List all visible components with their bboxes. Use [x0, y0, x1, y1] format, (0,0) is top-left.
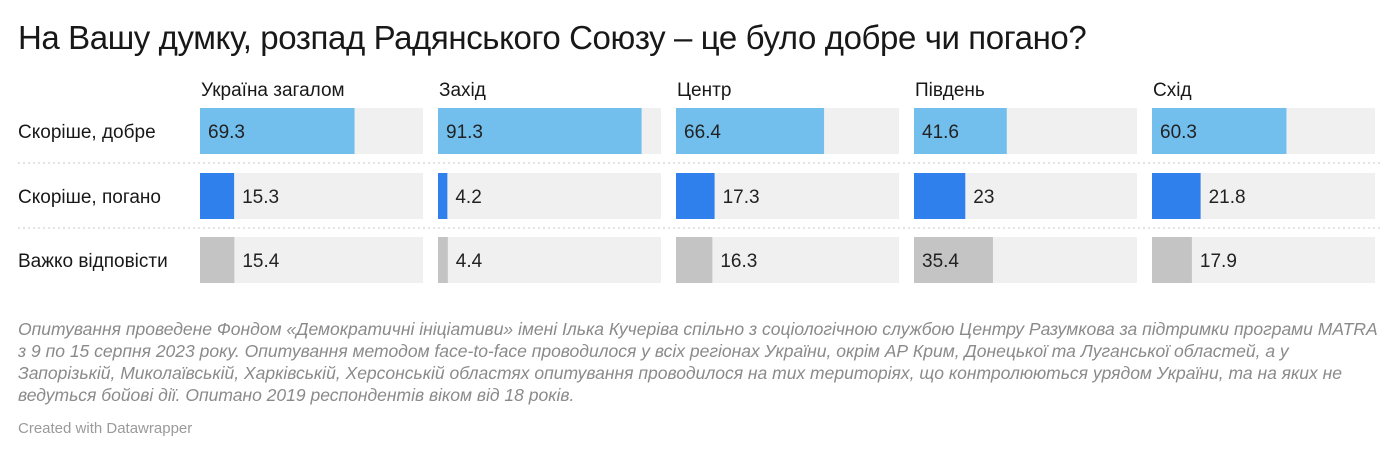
value-label-p4-r1: 41.6 [922, 122, 959, 143]
bar-p4-r1 [914, 108, 1007, 154]
value-label-p5-r2: 21.8 [1209, 187, 1246, 208]
bar-p2-r3 [438, 237, 448, 283]
bar-p5-r2 [1152, 173, 1201, 219]
bar-p5-r1 [1152, 108, 1287, 154]
value-label-p1-r1: 69.3 [208, 122, 245, 143]
bar-p2-r2 [438, 173, 448, 219]
value-label-p5-r1: 60.3 [1160, 122, 1197, 143]
bar-track-p1-r3 [200, 237, 423, 283]
value-label-p4-r2: 23 [973, 187, 994, 208]
bar-p3-r2 [676, 173, 715, 219]
panel-header-3: Центр [677, 80, 731, 101]
value-label-p4-r3: 35.4 [922, 251, 959, 272]
value-label-p2-r2: 4.2 [455, 187, 481, 208]
bar-p5-r3 [1152, 237, 1192, 283]
value-label-p2-r3: 4.4 [456, 251, 483, 272]
row-label-2: Скоріше, погано [18, 187, 161, 208]
bar-track-p1-r2 [200, 173, 423, 219]
bar-track-p2-r2 [438, 173, 661, 219]
credit-link[interactable]: Created with Datawrapper [18, 420, 193, 437]
panel-header-5: Схід [1153, 80, 1192, 101]
bar-p1-r2 [200, 173, 235, 219]
bar-p1-r3 [200, 237, 235, 283]
value-label-p3-r1: 66.4 [684, 122, 721, 143]
value-label-p5-r3: 17.9 [1200, 251, 1237, 272]
bar-p3-r3 [676, 237, 713, 283]
bar-track-p3-r3 [676, 237, 899, 283]
bar-chart: Скоріше, добре Скоріше, погано Важко відпо… [18, 80, 1382, 283]
panel-header-4: Південь [915, 80, 985, 101]
chart-notes: Опитування проведене Фондом «Демократичн… [18, 319, 1378, 405]
bar-p4-r3 [914, 237, 993, 283]
row-label-1: Скоріше, добре [18, 122, 156, 143]
value-label-p3-r2: 17.3 [723, 187, 760, 208]
panel-header-1: Україна загалом [201, 80, 345, 101]
bar-p3-r1 [676, 108, 825, 154]
value-label-p1-r2: 15.3 [242, 187, 279, 208]
chart-title: На Вашу думку, розпад Радянського Союзу … [18, 19, 1087, 56]
panel-header-2: Захід [439, 80, 486, 101]
bar-p4-r2 [914, 173, 966, 219]
bar-p1-r1 [200, 108, 355, 154]
bar-track-p2-r3 [438, 237, 661, 283]
row-label-3: Важко відповісти [18, 251, 168, 272]
value-label-p2-r1: 91.3 [446, 122, 483, 143]
value-label-p1-r3: 15.4 [242, 251, 279, 272]
bar-p2-r1 [438, 108, 642, 154]
value-label-p3-r3: 16.3 [720, 251, 757, 272]
